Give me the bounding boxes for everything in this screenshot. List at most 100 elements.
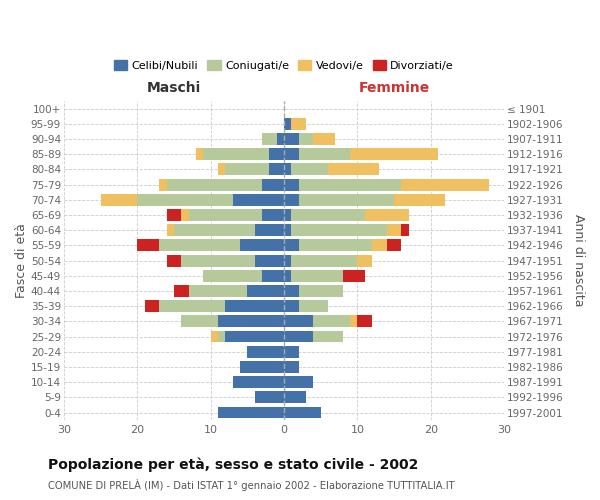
Bar (284, 346, 299, 358)
Bar (358, 254, 372, 266)
Text: Femmine: Femmine (358, 80, 430, 94)
Bar (240, 361, 284, 373)
Bar (254, 254, 284, 266)
Bar (284, 392, 306, 404)
Bar (387, 224, 401, 236)
Bar (159, 178, 167, 190)
Bar (101, 194, 137, 205)
Bar (145, 300, 159, 312)
Bar (188, 209, 262, 221)
Bar (292, 254, 358, 266)
Bar (262, 133, 277, 145)
Bar (233, 194, 284, 205)
Bar (233, 376, 284, 388)
Bar (174, 224, 254, 236)
Bar (269, 148, 284, 160)
Bar (299, 285, 343, 297)
Bar (167, 178, 262, 190)
Bar (358, 316, 372, 328)
Y-axis label: Anni di nascita: Anni di nascita (572, 214, 585, 307)
Bar (313, 316, 350, 328)
Bar (365, 209, 409, 221)
Bar (401, 178, 490, 190)
Bar (262, 178, 284, 190)
Y-axis label: Fasce di età: Fasce di età (15, 223, 28, 298)
Bar (284, 133, 299, 145)
Bar (137, 240, 159, 252)
Bar (299, 194, 394, 205)
Bar (284, 285, 299, 297)
Bar (284, 361, 299, 373)
Bar (284, 240, 299, 252)
Bar (188, 285, 247, 297)
Bar (328, 164, 379, 175)
Bar (254, 224, 284, 236)
Bar (372, 240, 387, 252)
Bar (262, 270, 284, 281)
Text: Popolazione per età, sesso e stato civile - 2002: Popolazione per età, sesso e stato civil… (48, 458, 418, 472)
Legend: Celibi/Nubili, Coniugati/e, Vedovi/e, Divorziati/e: Celibi/Nubili, Coniugati/e, Vedovi/e, Di… (110, 56, 458, 75)
Bar (292, 270, 343, 281)
Bar (159, 300, 225, 312)
Bar (167, 209, 181, 221)
Bar (167, 254, 181, 266)
Bar (181, 254, 254, 266)
Bar (218, 406, 284, 418)
Bar (269, 164, 284, 175)
Bar (240, 240, 284, 252)
Bar (196, 148, 203, 160)
Bar (211, 330, 218, 342)
Bar (292, 224, 387, 236)
Bar (387, 240, 401, 252)
Bar (284, 316, 313, 328)
Bar (218, 316, 284, 328)
Bar (284, 164, 292, 175)
Bar (292, 164, 328, 175)
Bar (284, 406, 320, 418)
Bar (137, 194, 233, 205)
Bar (262, 209, 284, 221)
Bar (277, 133, 284, 145)
Bar (299, 178, 401, 190)
Bar (401, 224, 409, 236)
Bar (299, 300, 328, 312)
Bar (350, 148, 438, 160)
Bar (284, 148, 299, 160)
Bar (247, 346, 284, 358)
Bar (284, 254, 292, 266)
Bar (181, 209, 188, 221)
Bar (218, 164, 225, 175)
Bar (284, 194, 299, 205)
Bar (254, 392, 284, 404)
Text: Maschi: Maschi (147, 80, 201, 94)
Bar (284, 330, 313, 342)
Bar (225, 164, 269, 175)
Bar (292, 118, 306, 130)
Bar (284, 209, 292, 221)
Bar (284, 178, 299, 190)
Bar (284, 300, 299, 312)
Text: COMUNE DI PRELÀ (IM) - Dati ISTAT 1° gennaio 2002 - Elaborazione TUTTITALIA.IT: COMUNE DI PRELÀ (IM) - Dati ISTAT 1° gen… (48, 479, 455, 491)
Bar (299, 240, 372, 252)
Bar (247, 285, 284, 297)
Bar (218, 330, 225, 342)
Bar (343, 270, 365, 281)
Bar (203, 270, 262, 281)
Bar (299, 148, 350, 160)
Bar (284, 224, 292, 236)
Bar (174, 285, 188, 297)
Bar (284, 376, 313, 388)
Bar (292, 209, 365, 221)
Bar (350, 316, 358, 328)
Bar (313, 330, 343, 342)
Bar (225, 300, 284, 312)
Bar (181, 316, 218, 328)
Bar (284, 270, 292, 281)
Bar (394, 194, 445, 205)
Bar (203, 148, 269, 160)
Bar (284, 118, 292, 130)
Bar (225, 330, 284, 342)
Bar (167, 224, 174, 236)
Bar (313, 133, 335, 145)
Bar (299, 133, 313, 145)
